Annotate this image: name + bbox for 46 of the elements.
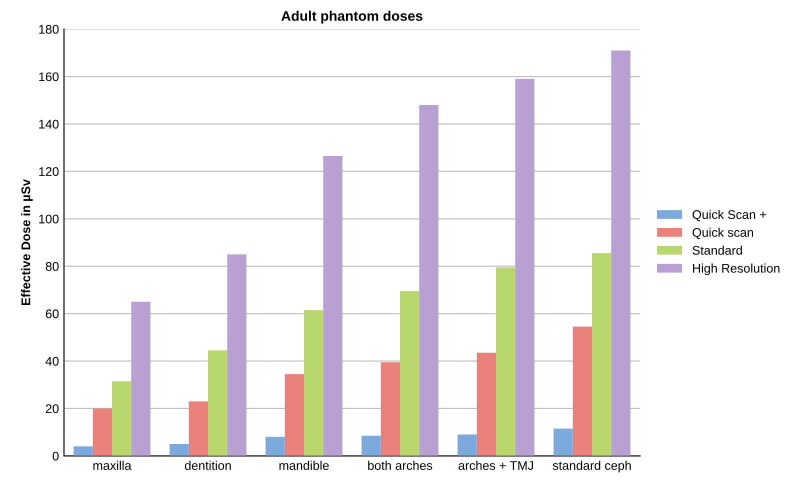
bar [554,428,573,456]
bar [476,352,496,456]
y-tick-label: 80 [46,262,59,271]
bar [400,291,420,456]
legend-label: Quick scan [692,228,754,240]
y-tick-label: 100 [39,214,59,224]
x-tick-label: maxilla [93,460,132,470]
y-axis-title: Effective Dose in µSv [21,179,33,306]
x-tick-label: standard ceph [552,460,631,472]
y-tick-label: 0 [52,452,59,461]
bar [496,267,516,456]
bar [92,408,112,456]
x-tick-label: both arches [368,460,432,470]
bar [227,254,246,456]
bar [380,362,400,456]
legend-label: Standard [692,246,742,255]
y-tick-label: 160 [39,72,59,82]
bar [170,444,189,456]
legend-label: High Resolution [693,264,780,276]
bar [284,374,304,456]
legend-label: Quick Scan + [692,210,766,222]
bar [74,446,93,456]
x-tick-label: mandible [279,460,329,470]
y-tick-label: 180 [39,24,59,34]
chart-title: Adult phantom doses [281,10,422,24]
bar [323,156,342,456]
bar [458,434,477,456]
bar [304,310,324,456]
y-tick-label: 120 [39,167,59,176]
bar [515,78,534,456]
y-tick-label: 60 [46,309,59,318]
x-tick-label: dentition [184,460,231,470]
bar [131,302,150,456]
bar [266,436,285,456]
bar [419,104,438,456]
bar [611,50,630,456]
y-tick-label: 140 [39,120,59,129]
bar [592,253,612,456]
bar [112,381,132,456]
bar [208,350,228,456]
bar [572,326,592,456]
y-tick-label: 40 [46,356,59,366]
x-tick-label: arches + TMJ [458,460,533,470]
bar [188,401,208,456]
y-tick-label: 20 [46,404,59,414]
bar [362,436,381,456]
